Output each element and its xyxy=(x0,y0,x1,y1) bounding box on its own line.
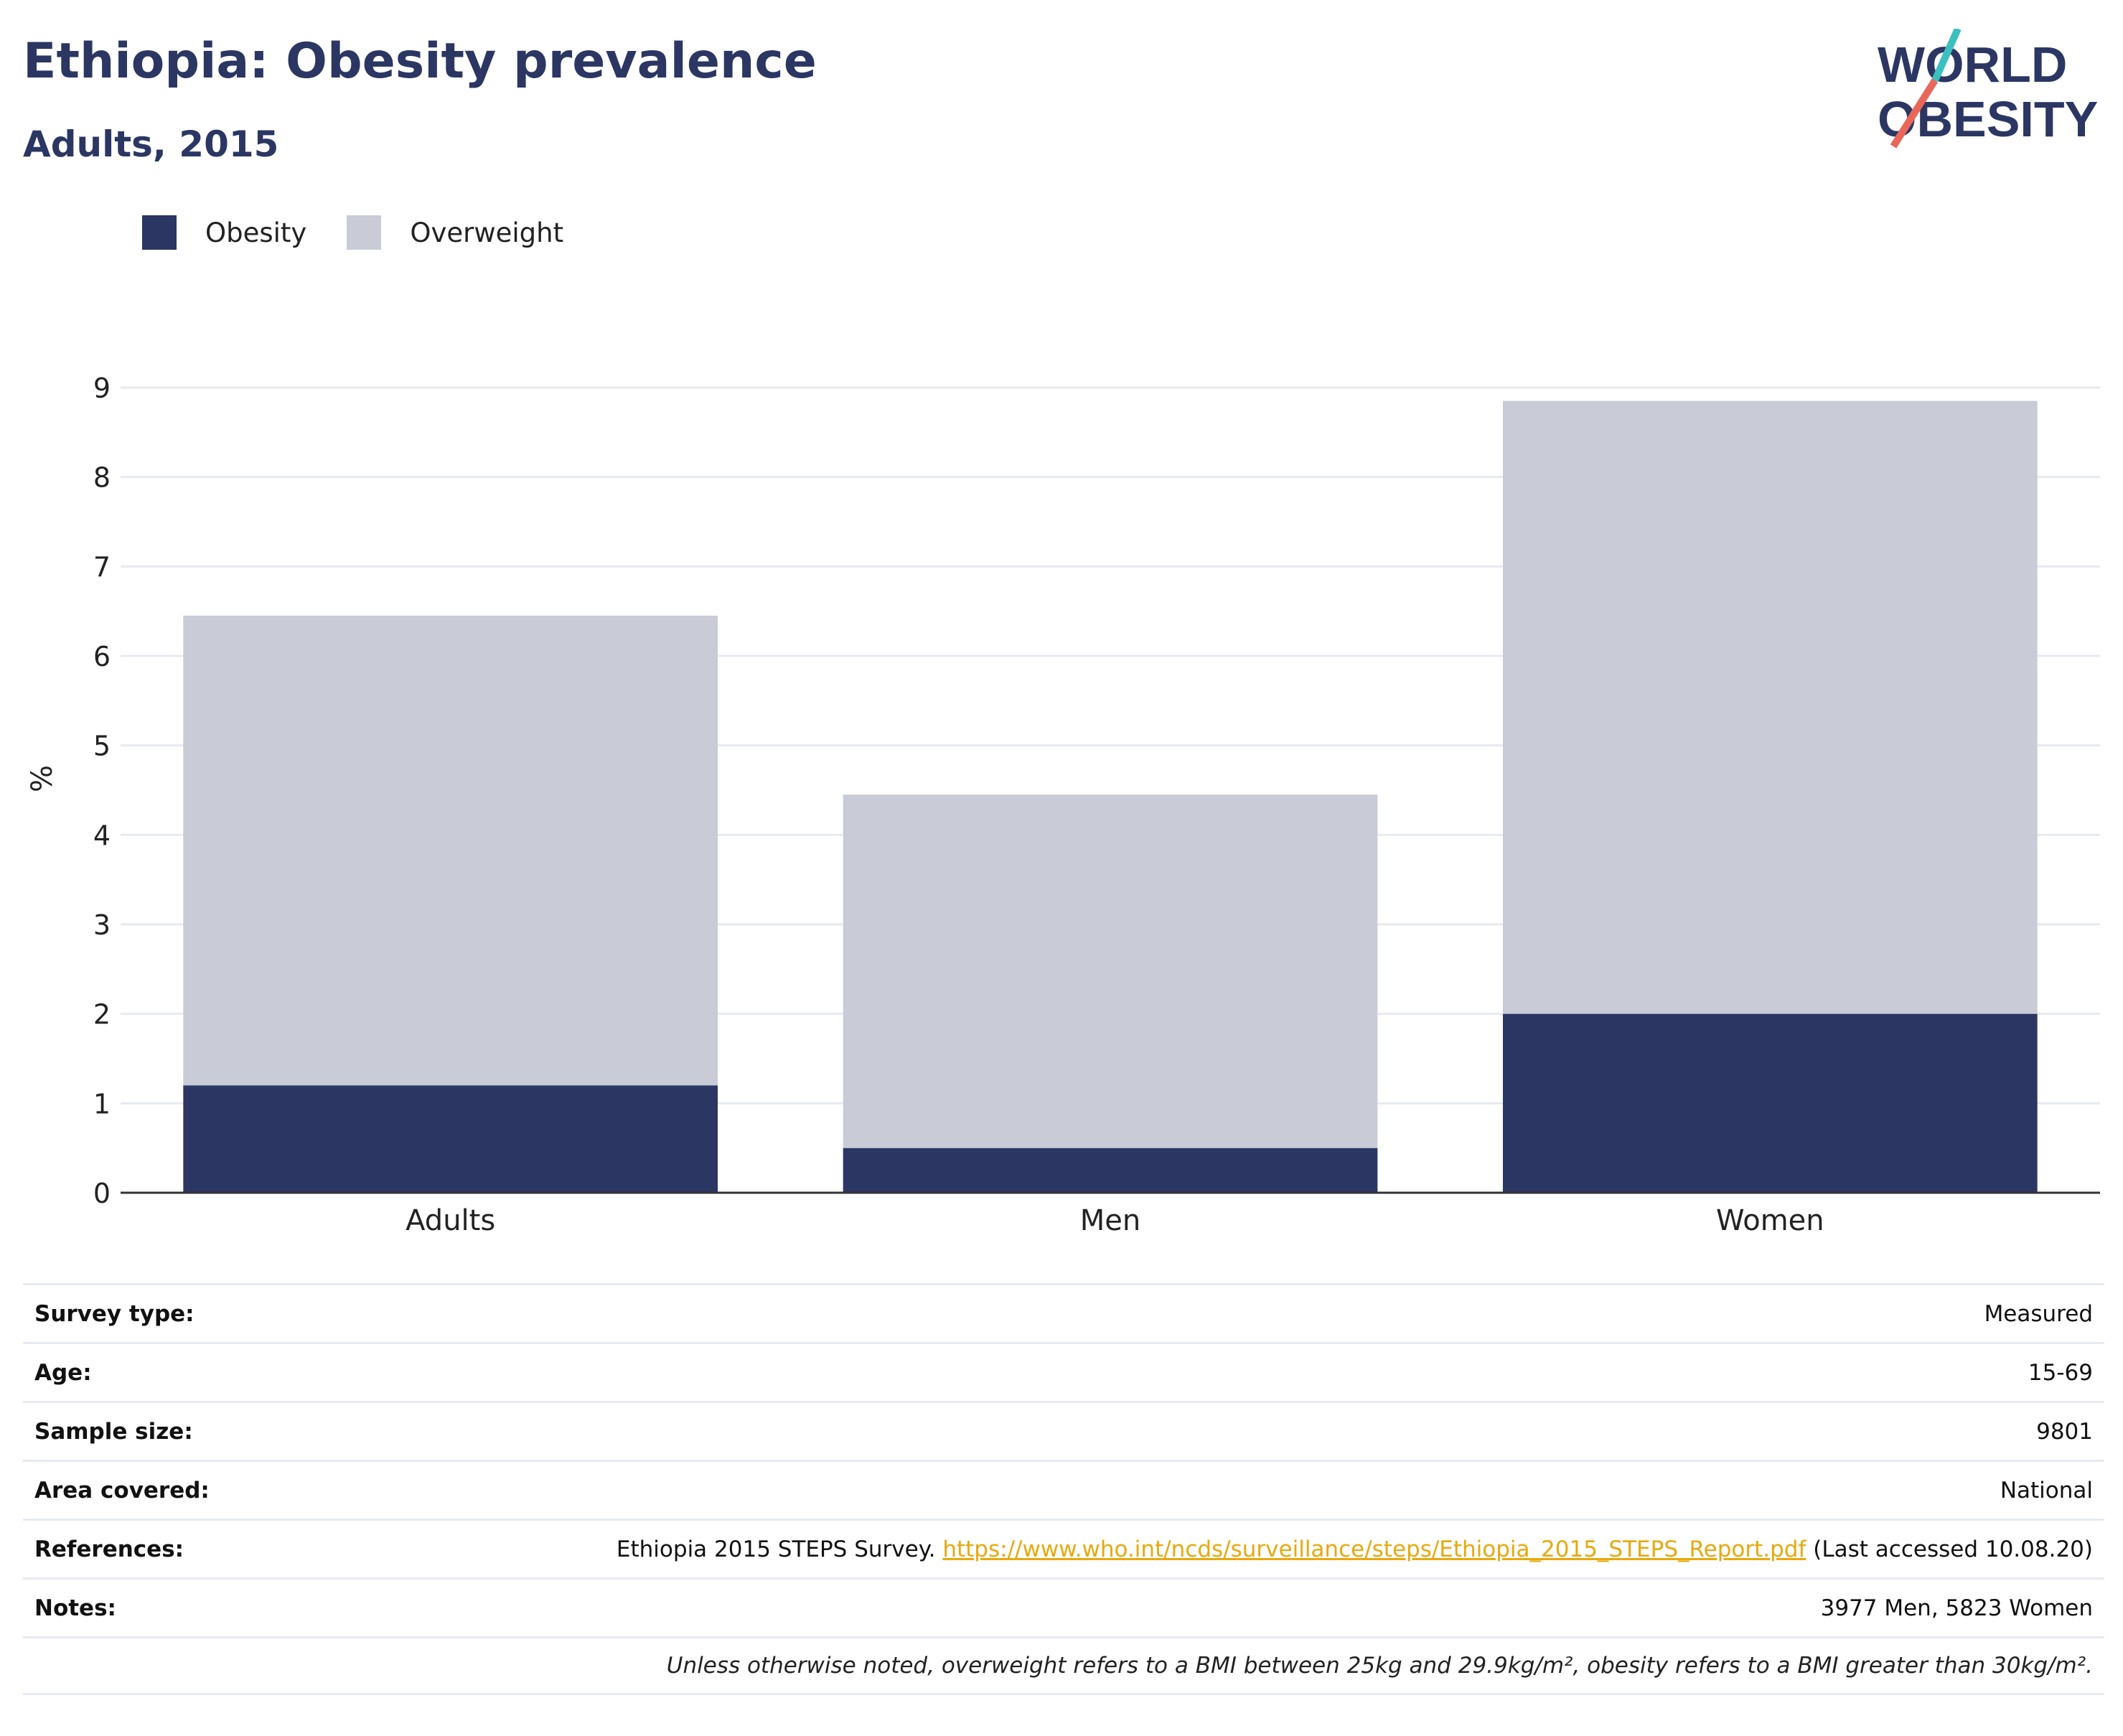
info-label: Area covered: xyxy=(34,1477,210,1503)
info-label: Survey type: xyxy=(34,1300,195,1327)
legend-item-obesity[interactable]: Obesity xyxy=(142,215,306,250)
info-row-survey-type: Survey type: Measured xyxy=(23,1283,2104,1342)
info-row-age: Age: 15-69 xyxy=(23,1342,2104,1401)
y-axis-label: % xyxy=(26,765,59,792)
legend-label-overweight: Overweight xyxy=(410,217,564,248)
survey-info-table: Survey type: Measured Age: 15-69 Sample … xyxy=(23,1283,2104,1695)
x-tick-label: Women xyxy=(1716,1204,1824,1237)
bar-adults-obesity[interactable] xyxy=(183,1085,718,1193)
logo-slash-bottom xyxy=(1890,78,1939,149)
chart-subtitle: Adults, 2015 xyxy=(23,123,279,165)
legend-swatch-obesity xyxy=(142,215,177,250)
bar-women-obesity[interactable] xyxy=(1503,1013,2038,1193)
info-label: Notes: xyxy=(34,1595,116,1621)
bar-men-obesity[interactable] xyxy=(843,1148,1378,1193)
info-row-references: References: Ethiopia 2015 STEPS Survey. … xyxy=(23,1519,2104,1577)
logo-slash-top xyxy=(1931,29,1962,83)
bar-adults-overweight[interactable] xyxy=(183,615,718,1086)
legend: Obesity Overweight xyxy=(142,215,604,250)
bar-women-overweight[interactable] xyxy=(1503,400,2038,1014)
y-tick-label: 3 xyxy=(93,909,111,941)
bars xyxy=(183,400,2038,1193)
y-tick-label: 2 xyxy=(93,999,111,1031)
y-tick-label: 5 xyxy=(93,731,111,762)
legend-label-obesity: Obesity xyxy=(205,217,307,248)
y-tick-label: 0 xyxy=(93,1178,111,1209)
info-value: Measured xyxy=(1984,1300,2093,1327)
info-row-notes: Notes: 3977 Men, 5823 Women xyxy=(23,1577,2104,1636)
x-tick-label: Adults xyxy=(406,1204,495,1237)
info-value: 3977 Men, 5823 Women xyxy=(1820,1595,2093,1621)
info-label: Sample size: xyxy=(34,1418,193,1445)
legend-item-overweight[interactable]: Overweight xyxy=(347,215,563,250)
legend-swatch-overweight xyxy=(347,215,382,250)
info-value: 9801 xyxy=(2036,1418,2093,1445)
info-value: National xyxy=(2000,1477,2093,1503)
y-tick-label: 6 xyxy=(93,641,111,672)
axes: 0 1 2 3 4 5 6 7 8 9 Adults Men Women xyxy=(93,372,2100,1237)
info-label: Age: xyxy=(34,1359,92,1386)
logo-line1: WORLD xyxy=(1878,37,2067,93)
bar-chart: 0 1 2 3 4 5 6 7 8 9 Adults Men Women % xyxy=(26,372,2100,1237)
info-row-sample-size: Sample size: 9801 xyxy=(23,1401,2104,1460)
bar-men-overweight[interactable] xyxy=(843,794,1378,1148)
info-row-area-covered: Area covered: National xyxy=(23,1460,2104,1519)
info-footnote: Unless otherwise noted, overweight refer… xyxy=(23,1636,2104,1695)
world-obesity-logo: WORLD OBESITY xyxy=(1878,29,2098,149)
y-tick-label: 4 xyxy=(93,820,111,851)
info-value: Ethiopia 2015 STEPS Survey. https://www.… xyxy=(617,1536,2093,1562)
footnote-text: Unless otherwise noted, overweight refer… xyxy=(666,1653,2093,1679)
info-value: 15-69 xyxy=(2028,1359,2093,1386)
reference-link[interactable]: https://www.who.int/ncds/surveillance/st… xyxy=(942,1536,1806,1562)
y-tick-label: 7 xyxy=(93,551,111,583)
y-tick-label: 1 xyxy=(93,1088,111,1120)
info-label: References: xyxy=(34,1536,184,1562)
chart-title: Ethiopia: Obesity prevalence xyxy=(23,33,817,90)
reference-suffix: (Last accessed 10.08.20) xyxy=(1813,1536,2093,1562)
reference-prefix: Ethiopia 2015 STEPS Survey. xyxy=(616,1536,936,1562)
y-tick-label: 8 xyxy=(93,462,111,494)
x-tick-label: Men xyxy=(1080,1204,1140,1237)
y-tick-label: 9 xyxy=(93,372,111,404)
